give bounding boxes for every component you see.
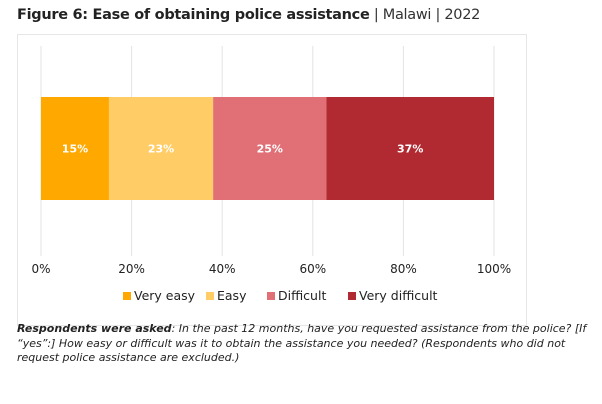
title-country: Malawi <box>382 7 432 23</box>
stacked-bar-chart: 0% 20% 40% 60% 80% 100% 15% 23% 25% 37% Very easy E… <box>31 46 511 303</box>
x-tick-label: 40% <box>209 262 236 276</box>
x-tick-label: 60% <box>299 262 326 276</box>
title-separator: | <box>435 7 441 23</box>
legend-swatch <box>348 292 356 300</box>
x-tick-label: 80% <box>390 262 417 276</box>
x-tick-label: 100% <box>477 262 511 276</box>
bar-segment-very-easy <box>41 97 109 200</box>
legend-label: Difficult <box>278 288 326 303</box>
title-year: 2022 <box>444 7 481 23</box>
caption: Respondents were asked: In the past 12 m… <box>17 322 597 366</box>
legend-label: Easy <box>217 288 247 303</box>
bar-segment-easy <box>108 97 214 200</box>
data-label: 25% <box>257 143 283 156</box>
legend-swatch <box>267 292 275 300</box>
caption-lead: Respondents were asked <box>17 322 172 335</box>
data-label: 37% <box>397 143 423 156</box>
data-label: 23% <box>148 143 174 156</box>
legend-label: Very difficult <box>359 288 438 303</box>
caption-text: : In the past 12 months, have you reques… <box>17 322 587 364</box>
legend-label: Very easy <box>134 288 196 303</box>
figure-title: Figure 6: Ease of obtaining police assis… <box>17 7 480 23</box>
title-main: Figure 6: Ease of obtaining police assis… <box>17 7 370 23</box>
data-label: 15% <box>62 143 88 156</box>
x-tick-label: 0% <box>31 262 50 276</box>
title-separator: | <box>373 7 379 23</box>
legend-swatch <box>123 292 131 300</box>
chart-frame <box>17 34 527 326</box>
x-tick-label: 20% <box>118 262 145 276</box>
bar-segment-difficult <box>213 97 327 200</box>
bar-segment-very-difficult <box>326 97 494 200</box>
legend-swatch <box>206 292 214 300</box>
